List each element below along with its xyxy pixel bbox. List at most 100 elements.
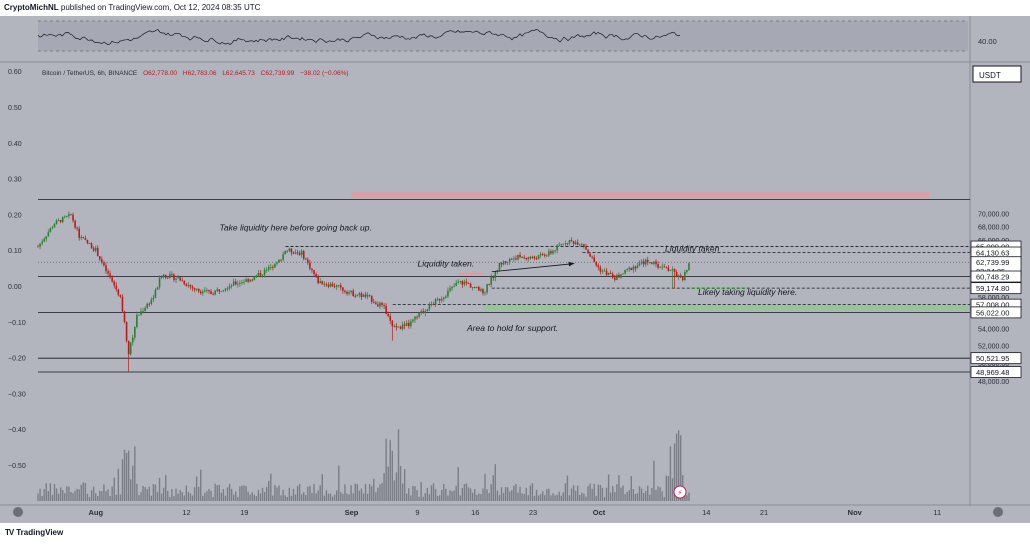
candle-body (424, 311, 427, 313)
volume-bar (677, 430, 680, 501)
time-axis-tick-label: Oct (593, 508, 606, 517)
candle-body (179, 277, 181, 281)
candle (393, 324, 396, 328)
candle (300, 248, 303, 258)
candle (661, 263, 663, 270)
volume-bar (154, 484, 157, 501)
candle (605, 267, 608, 277)
candle (531, 255, 534, 259)
volume-bar (88, 496, 91, 501)
tradingview-logo[interactable]: TV TradingView (5, 528, 63, 537)
volume-bar (43, 489, 45, 501)
chart-area[interactable]: 40.00 Take liquidity here before going b… (0, 16, 1030, 523)
publish-rest: published on TradingView.com, Oct 12, 20… (58, 3, 261, 12)
volume-bar (618, 475, 620, 501)
symbol-line: Bitcoin / TetherUS, 6h, BINANCE O62,778.… (42, 70, 349, 77)
candle-body (131, 337, 134, 343)
candle-body (86, 239, 89, 244)
candle (511, 257, 513, 260)
candle (420, 309, 422, 316)
candle (152, 294, 155, 303)
candle (453, 282, 455, 288)
volume-bar (416, 489, 418, 501)
candle (76, 226, 78, 232)
candle-body (453, 285, 455, 287)
candle-body (45, 236, 48, 239)
price-badge-box (970, 270, 1022, 283)
candle (290, 248, 293, 256)
candle-body (144, 308, 146, 312)
candle (78, 226, 80, 241)
candle (626, 268, 628, 272)
candle-body (459, 281, 462, 282)
time-axis-tick-label: 12 (182, 508, 190, 517)
candle-body (638, 263, 641, 266)
candle (237, 280, 239, 288)
candle-body (397, 326, 400, 328)
candle (583, 244, 585, 249)
volume-bar (461, 487, 464, 501)
candle-body (443, 297, 445, 299)
volume-bar (449, 490, 451, 501)
candle (103, 260, 105, 267)
zone-liquidity-3 (458, 272, 484, 276)
candle-body (420, 311, 422, 313)
volume-bar (434, 489, 437, 501)
volume-bar (558, 491, 560, 501)
candle (560, 243, 563, 247)
candle (403, 321, 406, 330)
candle (408, 319, 410, 329)
candle-body (428, 304, 431, 310)
volume-bar (533, 495, 536, 501)
candle (70, 213, 72, 216)
candle-body (667, 267, 670, 271)
settings-circle-icon[interactable] (993, 507, 1003, 517)
candle (529, 255, 532, 260)
zone-support-1 (483, 304, 968, 311)
candle (434, 298, 437, 307)
candle-body (564, 243, 567, 245)
candle (185, 282, 188, 287)
candle-body (247, 279, 249, 282)
currency-badge[interactable]: USDT (972, 65, 1022, 83)
volume-bar (523, 493, 525, 501)
volume-bar (303, 492, 305, 501)
candle (463, 279, 466, 287)
candle-body (265, 269, 268, 271)
candle (375, 300, 377, 305)
candle-body (129, 342, 132, 355)
volume-bar (542, 491, 544, 501)
volume-bar (305, 495, 307, 501)
volume-bar (620, 487, 622, 501)
candle-body (152, 297, 155, 300)
volume-bar (265, 486, 268, 501)
candle (550, 249, 552, 255)
lightning-icon[interactable]: ⚡ (673, 485, 687, 499)
annotation-label: Likely taking liquidity here. (698, 287, 797, 297)
candle (624, 269, 626, 275)
candle-body (245, 279, 247, 282)
volume-bar (165, 475, 167, 501)
volume-bar (574, 490, 577, 501)
volume-bar (274, 485, 276, 501)
bottom-left-circle-icon[interactable] (13, 507, 23, 517)
candle (416, 315, 418, 320)
volume-bar (403, 469, 406, 501)
candle-body (517, 254, 519, 260)
volume-bar (467, 487, 470, 501)
candle-body (616, 275, 618, 280)
price-badge-box (970, 282, 1022, 295)
volume-bar (591, 488, 593, 501)
volume-bar (362, 493, 365, 501)
candle (562, 243, 565, 245)
volume-bar (430, 485, 433, 501)
volume-bar (587, 486, 589, 501)
candle (377, 301, 379, 307)
candle-body (319, 281, 322, 284)
volume-bar (379, 484, 381, 501)
candle (465, 278, 468, 286)
candle-body (78, 228, 80, 239)
candle (513, 255, 515, 262)
candle-body (552, 250, 554, 254)
volume-bar (356, 484, 358, 501)
